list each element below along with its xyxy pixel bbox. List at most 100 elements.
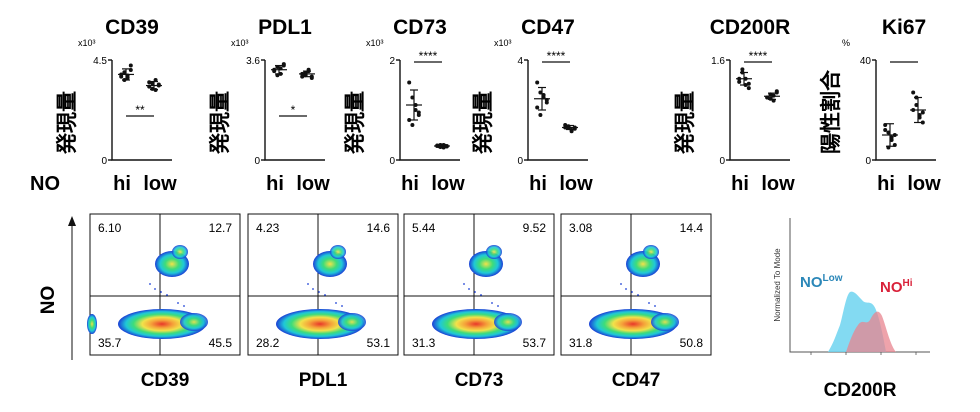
data-point [407, 118, 412, 122]
flow-plot-cd47: 3.08 14.4 31.8 50.8 CD47 [560, 213, 712, 391]
event-dot [160, 291, 162, 293]
category-label-low: low [431, 173, 465, 195]
panel-axes [527, 60, 588, 161]
population-shoulder [338, 313, 366, 331]
quadrant-lr: 53.7 [523, 336, 547, 350]
quadrant-ll: 31.8 [569, 336, 593, 350]
population-upper-blob [330, 245, 346, 259]
quadrant-lr: 50.8 [680, 336, 704, 350]
quadrant-ul: 5.44 [412, 221, 436, 235]
data-point [410, 123, 415, 127]
histogram-y-label: Normalized To Mode [773, 248, 782, 322]
event-dot [620, 283, 622, 285]
tick-label-zero: 0 [101, 156, 107, 167]
tick-label-top: 40 [860, 56, 872, 67]
panel-axes [729, 60, 790, 161]
quadrant-lr: 53.1 [367, 336, 391, 350]
panel-title: CD73 [393, 16, 447, 39]
category-label-low: low [296, 173, 330, 195]
data-point [407, 80, 412, 85]
flow-x-label: CD47 [612, 370, 661, 391]
tick-label-zero: 0 [389, 156, 395, 167]
event-dot [335, 302, 337, 304]
quadrant-ur: 14.6 [367, 221, 391, 235]
panel-axes [399, 60, 460, 161]
category-label-low: low [143, 173, 177, 195]
flow-y-label: NO [38, 286, 59, 315]
event-dot [463, 283, 465, 285]
panel-y-label: 発現量 [209, 91, 232, 155]
tick-label-zero: 0 [719, 156, 725, 167]
tick-label-zero: 0 [517, 156, 523, 167]
tick-label-zero: 0 [254, 156, 260, 167]
data-point [883, 128, 888, 132]
category-label-hi: hi [113, 173, 131, 195]
panel-cd39: CD39 発現量 x10³ 4.5 0 hi low ** [56, 16, 177, 195]
event-dot [648, 302, 650, 304]
data-point [119, 74, 124, 79]
panel-y-label: 発現量 [56, 91, 79, 155]
data-point [737, 79, 742, 84]
panel-title: CD39 [105, 16, 159, 39]
event-dot [497, 305, 499, 307]
flow-x-label: CD39 [141, 370, 190, 391]
quadrant-ur: 14.4 [680, 221, 704, 235]
flow-cytometry-plots: 6.10 12.7 35.7 45.5 CD39 4.23 14.6 28.2 53.1 PDL1… [87, 213, 712, 391]
quadrant-ur: 12.7 [209, 221, 233, 235]
panel-y-unit: % [842, 38, 850, 48]
panel-title: CD200R [710, 16, 791, 39]
panel-title: Ki67 [882, 16, 926, 39]
sig-stars: **** [749, 49, 768, 63]
event-dot [307, 283, 309, 285]
population-upper-blob [172, 245, 188, 259]
flow-plot-cd73: 5.44 9.52 31.3 53.7 CD73 [403, 213, 555, 391]
quadrant-ur: 9.52 [523, 221, 547, 235]
population-shoulder [651, 313, 679, 331]
legend-no-low: NOLow [800, 273, 843, 291]
sig-stars: * [291, 103, 296, 117]
population-upper-blob [486, 245, 502, 259]
data-point [920, 120, 925, 125]
event-dot [318, 291, 320, 293]
event-dot [312, 288, 314, 290]
panel-cd47: CD47 発現量 x10³ 4 0 hi low **** [472, 16, 593, 195]
data-point [740, 67, 745, 72]
population-shoulder [180, 313, 208, 331]
category-label-hi: hi [877, 173, 895, 195]
panel-ki67: Ki67 陽性割合% 40 0 hi low [819, 16, 941, 195]
tick-label-top: 3.6 [246, 56, 260, 67]
quadrant-ul: 6.10 [98, 221, 122, 235]
panel-y-label: 発現量 [344, 91, 367, 155]
quadrant-ll: 31.3 [412, 336, 436, 350]
population-edge [87, 314, 97, 334]
histogram-x-label: CD200R [824, 380, 897, 401]
event-dot [468, 288, 470, 290]
panel-y-unit: x10³ [231, 38, 249, 48]
category-label-hi: hi [731, 173, 749, 195]
event-dot [149, 283, 151, 285]
event-dot [491, 302, 493, 304]
data-point [300, 74, 305, 79]
category-label-low: low [907, 173, 941, 195]
quadrant-ul: 4.23 [256, 221, 280, 235]
panel-y-unit: x10³ [366, 38, 384, 48]
tick-label-top: 4 [517, 56, 523, 67]
data-point [535, 80, 540, 85]
panel-y-label: 陽性割合 [819, 69, 843, 154]
flow-x-label: CD73 [455, 370, 504, 391]
data-point [920, 110, 925, 115]
event-dot [625, 288, 627, 290]
panel-cd73: CD73 発現量 x10³ 2 0 hi low **** [344, 16, 465, 195]
population-shoulder [494, 313, 522, 331]
data-point [309, 74, 314, 79]
sig-stars: **** [419, 49, 438, 63]
event-dot [654, 305, 656, 307]
event-dot [341, 305, 343, 307]
data-point [416, 113, 421, 117]
event-dot [154, 288, 156, 290]
event-dot [177, 302, 179, 304]
data-point [535, 105, 540, 110]
panel-title: PDL1 [258, 16, 312, 39]
